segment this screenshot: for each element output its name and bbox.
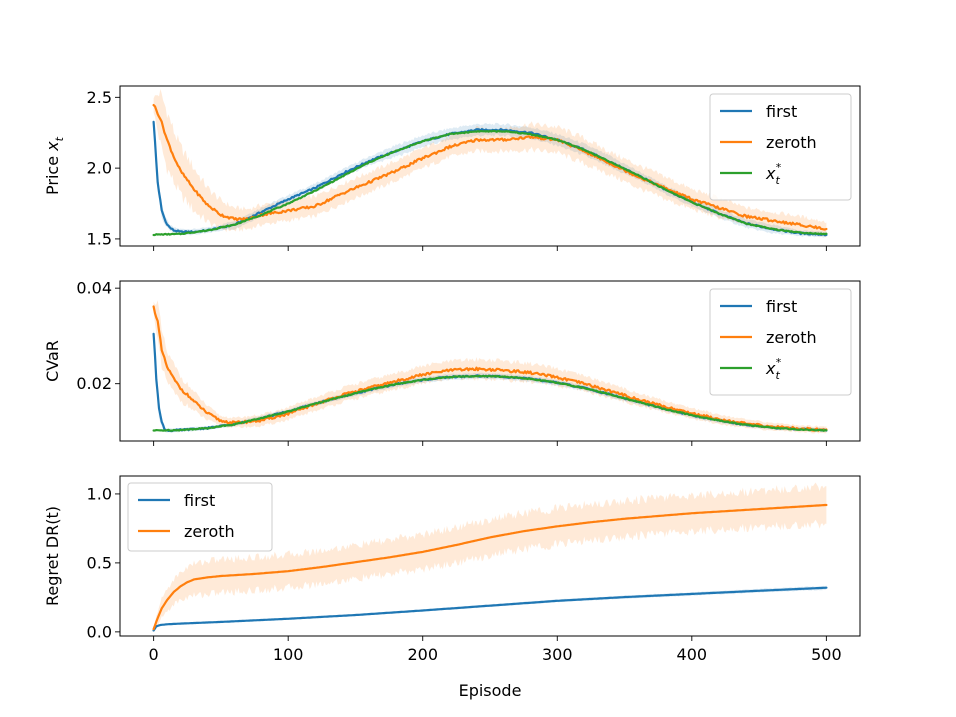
x-tick-label: 200	[407, 645, 438, 664]
series-line-first	[152, 586, 828, 632]
y-tick-label: 1.0	[87, 484, 112, 503]
band-zeroth	[153, 89, 827, 238]
y-tick-label: 1.5	[87, 229, 112, 248]
x-tick-label: 300	[542, 645, 573, 664]
legend-label-zeroth: zeroth	[184, 522, 235, 541]
x-tick-label: 100	[273, 645, 304, 664]
legend: first zeroth	[127, 482, 273, 552]
y-tick-label: 0.0	[87, 622, 112, 641]
plot-area	[152, 482, 828, 632]
y-axis-label: Price xt	[43, 136, 66, 195]
band-first	[153, 585, 827, 631]
band-zeroth	[153, 482, 827, 630]
series-line-x-t	[152, 129, 828, 237]
y-tick-label: 0.02	[76, 374, 112, 393]
panel-regret: 0.0 0.5 1.0 0 100 200 300 400 500 Regret DR(t) Epi…	[43, 475, 861, 700]
y-tick-label: 2.0	[87, 159, 112, 178]
plot-area	[152, 89, 828, 238]
y-tick-label: 2.5	[87, 88, 112, 107]
axes-frame	[119, 85, 861, 247]
legend-label-zeroth: zeroth	[766, 328, 817, 347]
x-tick-label: 400	[677, 645, 708, 664]
legend-label-x-t: xt*	[765, 161, 782, 187]
legend-label-first: first	[766, 102, 797, 121]
series-line-zeroth	[152, 104, 828, 231]
legend: first zeroth xt*	[709, 288, 852, 396]
y-axis-label: CVaR	[43, 340, 62, 382]
y-tick-label: 0.04	[76, 279, 112, 298]
y-tick-label: 0.5	[87, 553, 112, 572]
legend-label-first: first	[184, 491, 215, 510]
panel-price: 1.5 2.0 2.5 Price xt first zeroth xt*	[43, 85, 861, 251]
series-line-zeroth	[152, 503, 828, 631]
axes-frame	[119, 475, 861, 637]
x-axis-label: Episode	[459, 681, 522, 700]
band-zeroth	[153, 300, 827, 434]
panel-cvar: 0.02 0.04 CVaR first zeroth xt*	[43, 279, 861, 446]
y-axis-label: Regret DR(t)	[43, 506, 62, 606]
legend-label-zeroth: zeroth	[766, 133, 817, 152]
x-tick-label: 0	[149, 645, 159, 664]
plot-area	[152, 300, 828, 434]
axes-frame	[119, 280, 861, 442]
legend: first zeroth xt*	[709, 93, 852, 201]
legend-label-x-t: xt*	[765, 356, 782, 382]
series-line-x-t	[152, 374, 828, 432]
legend-label-first: first	[766, 297, 797, 316]
x-tick-label: 500	[811, 645, 842, 664]
